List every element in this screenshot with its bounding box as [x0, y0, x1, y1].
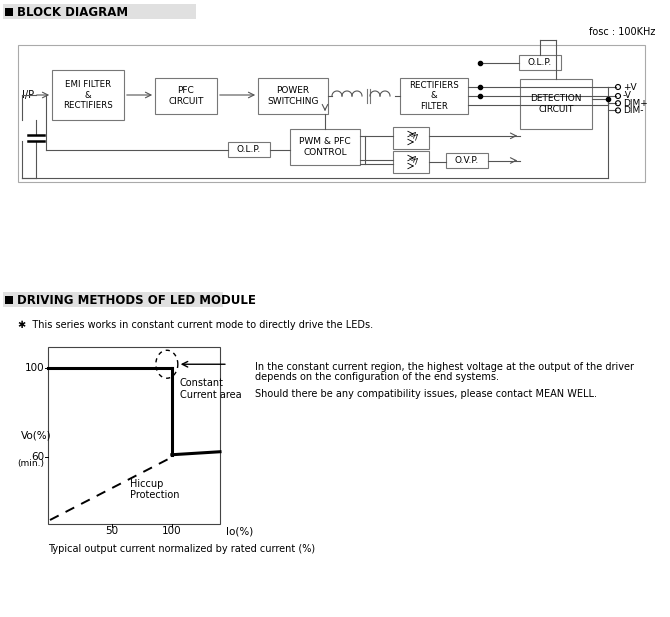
Text: O.V.P.: O.V.P. — [455, 156, 479, 165]
Bar — [446, 153, 488, 168]
Bar — [258, 78, 328, 114]
Text: DIM-: DIM- — [623, 106, 643, 115]
Text: PFC
CIRCUIT: PFC CIRCUIT — [168, 86, 204, 106]
Bar — [48, 347, 220, 524]
Bar — [228, 142, 270, 157]
Text: I/P: I/P — [22, 90, 34, 100]
Text: Io(%): Io(%) — [226, 526, 253, 536]
Bar — [520, 79, 592, 129]
Text: In the constant current region, the highest voltage at the output of the driver: In the constant current region, the high… — [255, 362, 634, 372]
Text: DIM+: DIM+ — [623, 99, 648, 108]
Text: Typical output current normalized by rated current (%): Typical output current normalized by rat… — [48, 544, 315, 554]
Text: POWER
SWITCHING: POWER SWITCHING — [267, 86, 319, 106]
Bar — [290, 129, 360, 165]
Text: PWM & PFC
CONTROL: PWM & PFC CONTROL — [299, 138, 351, 157]
Bar — [5, 8, 13, 16]
Bar — [400, 78, 468, 114]
Text: DETECTION
CIRCUIT: DETECTION CIRCUIT — [530, 94, 582, 114]
Bar — [5, 296, 13, 304]
Text: BLOCK DIAGRAM: BLOCK DIAGRAM — [17, 6, 128, 19]
Text: 100: 100 — [24, 363, 44, 373]
Bar — [393, 127, 429, 149]
Text: Should there be any compatibility issues, please contact MEAN WELL.: Should there be any compatibility issues… — [255, 389, 597, 399]
Text: Vo(%): Vo(%) — [21, 431, 52, 441]
Text: Constant
Current area: Constant Current area — [180, 378, 241, 400]
Text: DRIVING METHODS OF LED MODULE: DRIVING METHODS OF LED MODULE — [17, 294, 256, 307]
Bar — [52, 70, 124, 120]
Text: O.L.P.: O.L.P. — [528, 58, 552, 67]
Text: depends on the configuration of the end systems.: depends on the configuration of the end … — [255, 372, 499, 382]
Bar — [155, 78, 217, 114]
Bar — [3, 292, 223, 307]
Text: RECTIFIERS
&
FILTER: RECTIFIERS & FILTER — [409, 81, 459, 111]
Text: 60: 60 — [31, 452, 44, 462]
Text: EMI FILTER
&
RECTIFIERS: EMI FILTER & RECTIFIERS — [63, 80, 113, 110]
Text: (min.): (min.) — [17, 459, 44, 468]
Text: O.L.P.: O.L.P. — [237, 145, 261, 154]
Text: -V: -V — [623, 91, 632, 101]
Bar — [519, 55, 561, 70]
Text: 50: 50 — [105, 526, 118, 536]
Bar — [393, 151, 429, 173]
Bar — [18, 45, 645, 182]
Text: +V: +V — [623, 83, 636, 91]
Text: Hiccup
Protection: Hiccup Protection — [129, 479, 179, 500]
Text: ✱  This series works in constant current mode to directly drive the LEDs.: ✱ This series works in constant current … — [18, 320, 373, 330]
Text: 100: 100 — [162, 526, 182, 536]
Bar — [3, 4, 196, 19]
Text: fosc : 100KHz: fosc : 100KHz — [589, 27, 655, 37]
